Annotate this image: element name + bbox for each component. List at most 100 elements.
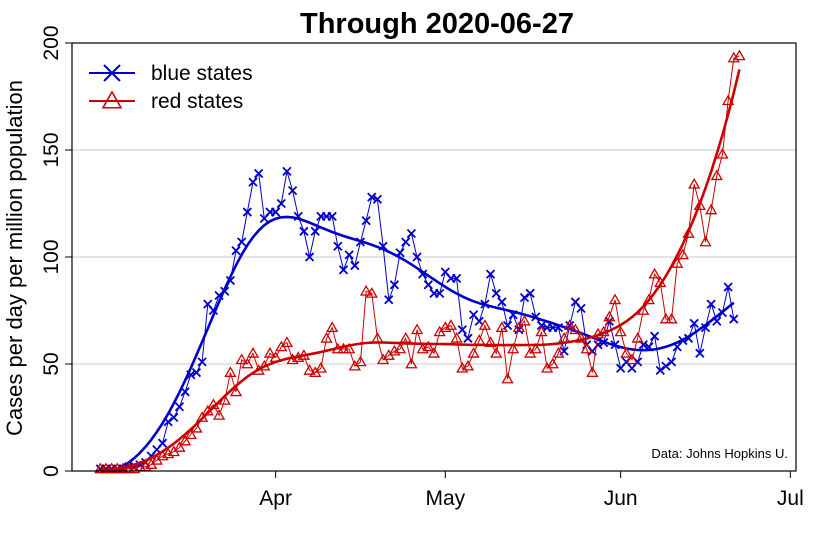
data-point bbox=[563, 319, 576, 330]
data-point bbox=[689, 318, 699, 328]
data-point bbox=[310, 226, 320, 236]
data-point bbox=[320, 332, 333, 343]
data-point bbox=[637, 304, 650, 315]
data-point bbox=[625, 353, 639, 365]
data-point bbox=[700, 322, 711, 333]
series-blue-states bbox=[95, 166, 739, 474]
data-point bbox=[529, 342, 542, 354]
data-point bbox=[208, 305, 219, 316]
plot-frame bbox=[71, 42, 797, 472]
data-point bbox=[729, 314, 739, 324]
data-point bbox=[427, 346, 441, 358]
data-point bbox=[246, 346, 260, 358]
data-point bbox=[401, 237, 411, 247]
data-point bbox=[338, 265, 349, 275]
data-point bbox=[599, 337, 609, 348]
data-point bbox=[576, 303, 586, 313]
data-point bbox=[535, 325, 548, 337]
data-point bbox=[367, 192, 377, 202]
data-point bbox=[395, 248, 405, 258]
data-point bbox=[733, 49, 746, 61]
data-point bbox=[282, 166, 292, 177]
chart-title: Through 2020-06-27 bbox=[300, 8, 574, 40]
y-tick-label: 150 bbox=[40, 132, 63, 167]
data-point bbox=[218, 394, 231, 405]
data-point bbox=[610, 340, 620, 350]
data-point bbox=[654, 276, 667, 288]
data-point bbox=[248, 177, 258, 187]
series-red-states bbox=[94, 49, 746, 474]
data-point bbox=[378, 241, 388, 251]
data-point bbox=[608, 293, 622, 305]
data-point bbox=[501, 372, 514, 384]
series-line-red-states bbox=[100, 55, 740, 470]
x-tick-label: Jun bbox=[604, 487, 638, 510]
data-point bbox=[586, 366, 599, 377]
data-point bbox=[405, 357, 418, 369]
data-point bbox=[201, 404, 214, 416]
data-point bbox=[197, 357, 207, 367]
y-tick-label: 100 bbox=[40, 239, 63, 274]
data-point bbox=[326, 321, 339, 333]
data-point bbox=[399, 332, 412, 343]
data-point bbox=[620, 346, 633, 358]
x-tick-label: May bbox=[425, 487, 465, 510]
legend: blue states red states bbox=[89, 62, 253, 113]
data-point bbox=[304, 252, 315, 262]
data-point bbox=[463, 333, 473, 343]
data-point bbox=[444, 319, 458, 330]
data-point bbox=[350, 260, 360, 271]
data-point bbox=[508, 310, 518, 320]
data-point bbox=[263, 346, 277, 358]
data-point bbox=[723, 282, 733, 292]
data-point bbox=[371, 332, 384, 343]
data-point bbox=[297, 349, 311, 360]
data-point bbox=[478, 319, 492, 330]
data-point bbox=[406, 228, 417, 239]
y-axis-label: Cases per day per million population bbox=[2, 80, 27, 436]
data-point bbox=[644, 342, 654, 352]
data-point bbox=[184, 428, 197, 440]
data-point bbox=[179, 434, 192, 446]
legend-marker-red-states bbox=[101, 90, 123, 109]
data-point bbox=[580, 342, 593, 354]
data-point bbox=[303, 364, 316, 375]
data-point bbox=[512, 321, 525, 333]
data-point bbox=[614, 325, 627, 337]
data-point bbox=[237, 237, 247, 247]
data-point bbox=[299, 226, 309, 236]
data-point bbox=[497, 297, 507, 307]
data-point bbox=[224, 366, 237, 377]
data-point bbox=[546, 357, 559, 369]
data-point bbox=[491, 288, 501, 299]
data-point bbox=[597, 325, 610, 337]
data-point bbox=[484, 336, 497, 347]
data-point bbox=[717, 308, 728, 318]
data-point bbox=[574, 332, 588, 343]
data-point bbox=[485, 269, 496, 279]
data-point bbox=[593, 340, 603, 350]
legend-label-red-states: red states bbox=[151, 90, 243, 113]
data-point bbox=[661, 361, 671, 371]
data-point bbox=[722, 94, 735, 106]
data-point bbox=[642, 293, 656, 305]
data-point bbox=[649, 331, 660, 341]
x-tick-label: Jul bbox=[777, 487, 804, 510]
data-point bbox=[648, 267, 661, 279]
data-point bbox=[569, 323, 582, 335]
data-point bbox=[553, 322, 564, 333]
y-tick-label: 0 bbox=[40, 465, 63, 477]
data-point bbox=[195, 411, 209, 422]
data-point bbox=[186, 370, 196, 380]
data-point bbox=[710, 169, 723, 181]
data-point bbox=[666, 357, 677, 367]
data-point bbox=[190, 421, 203, 433]
data-point bbox=[333, 241, 343, 251]
data-point bbox=[343, 342, 356, 354]
data-point bbox=[695, 348, 705, 358]
data-point bbox=[344, 250, 354, 260]
data-point bbox=[682, 227, 695, 238]
data-point bbox=[507, 342, 520, 354]
data-point bbox=[450, 332, 463, 343]
